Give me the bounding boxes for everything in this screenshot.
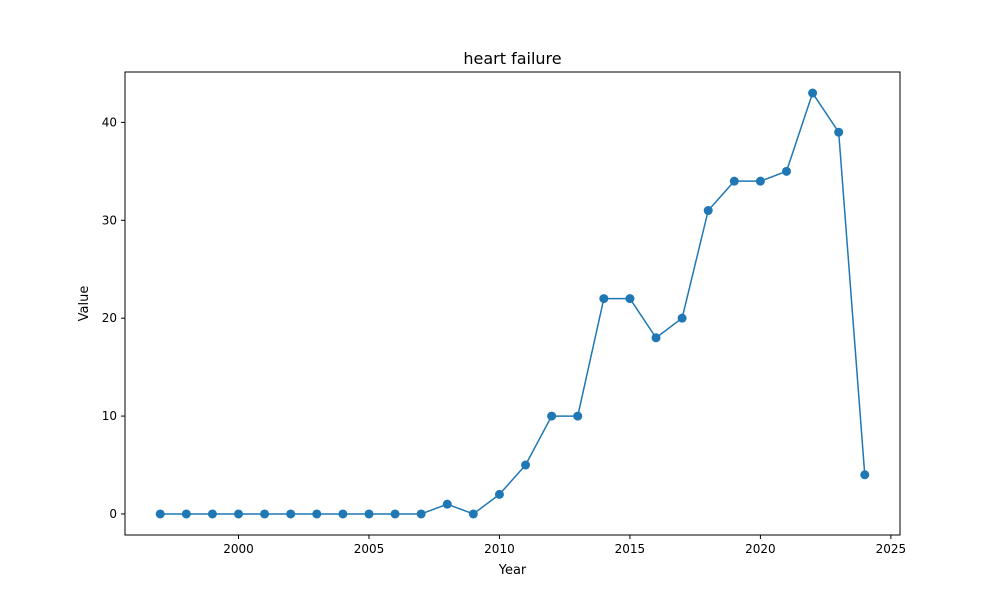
x-tick-label: 2000 [223,542,254,556]
data-point [364,509,374,519]
x-tick-label: 2010 [484,542,515,556]
chart-title: heart failure [463,49,561,68]
x-axis-ticks: 2000 2005 2010 2015 2020 2025 [223,535,906,556]
data-point [521,460,531,470]
data-point [651,333,661,343]
data-point [155,509,165,519]
series-line [160,92,866,515]
x-tick-label: 2020 [745,542,776,556]
data-point [625,294,635,304]
y-tick-label: 0 [109,507,117,521]
x-tick-label: 2015 [615,542,646,556]
data-point [703,206,713,216]
y-axis-label: Value [77,286,92,322]
y-tick-label: 30 [102,213,117,227]
y-tick-label: 10 [102,409,117,423]
data-point [860,470,870,480]
data-point [260,509,270,519]
axes-frame [124,71,901,536]
data-point [286,509,296,519]
data-point [338,509,348,519]
data-point [390,509,400,519]
data-point [729,176,739,186]
x-axis-label: Year [498,563,527,578]
data-point [442,499,452,509]
data-point [834,127,844,137]
y-tick-label: 20 [102,311,117,325]
data-point [755,176,765,186]
data-point [781,166,791,176]
data-point [181,509,191,519]
plot-area [155,88,870,519]
y-tick-label: 40 [102,115,117,129]
data-point [468,509,478,519]
data-point [677,313,687,323]
data-point [207,509,217,519]
data-point [312,509,322,519]
x-tick-label: 2025 [876,542,907,556]
data-point [808,88,818,98]
data-point [573,411,583,421]
y-axis-ticks: 0 10 20 30 40 [102,115,125,521]
data-point [494,489,504,499]
data-point [547,411,557,421]
data-point [599,294,609,304]
data-point [416,509,426,519]
data-point [234,509,244,519]
x-tick-label: 2005 [354,542,385,556]
